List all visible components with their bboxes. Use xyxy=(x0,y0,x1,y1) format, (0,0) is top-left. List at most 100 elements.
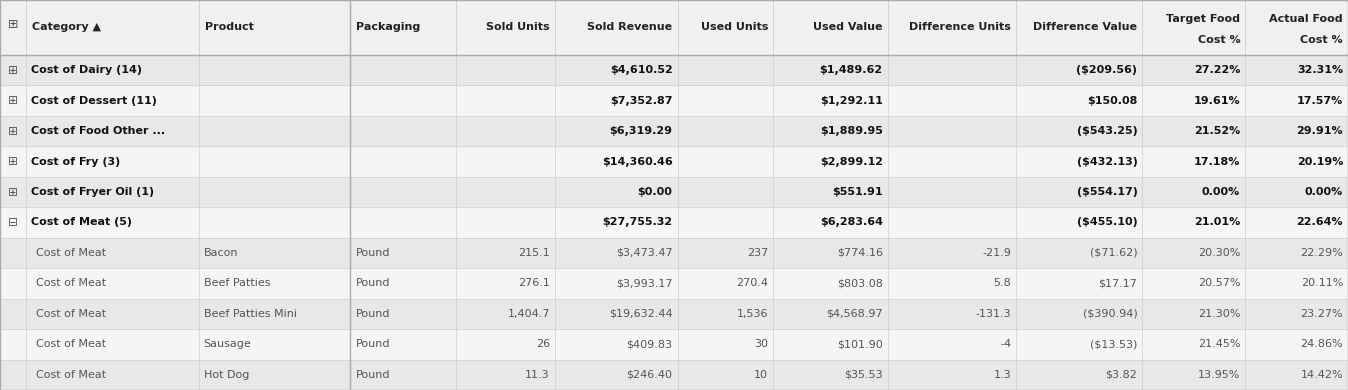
Bar xyxy=(774,207,888,238)
Text: ($554.17): ($554.17) xyxy=(1077,187,1138,197)
Text: 17.57%: 17.57% xyxy=(1297,96,1343,106)
Bar xyxy=(678,207,774,238)
Text: ($71.62): ($71.62) xyxy=(1089,248,1138,258)
Bar xyxy=(555,207,678,238)
Text: 215.1: 215.1 xyxy=(518,248,550,258)
Text: 276.1: 276.1 xyxy=(518,278,550,289)
Text: Product: Product xyxy=(205,23,253,32)
Bar xyxy=(1016,238,1142,268)
Bar xyxy=(350,85,456,116)
Text: Cost of Dessert (11): Cost of Dessert (11) xyxy=(31,96,156,106)
Text: Category ▲: Category ▲ xyxy=(32,23,101,32)
Bar xyxy=(1142,360,1246,390)
Text: $551.91: $551.91 xyxy=(832,187,883,197)
Text: -131.3: -131.3 xyxy=(976,309,1011,319)
Bar xyxy=(198,85,350,116)
Bar xyxy=(26,177,198,207)
Bar xyxy=(888,0,1016,55)
Text: Cost of Meat: Cost of Meat xyxy=(35,278,106,289)
Text: Cost of Dairy (14): Cost of Dairy (14) xyxy=(31,65,142,75)
Bar xyxy=(0,238,26,268)
Bar xyxy=(888,360,1016,390)
Bar xyxy=(774,299,888,329)
Bar xyxy=(1142,268,1246,299)
Bar xyxy=(1142,207,1246,238)
Bar xyxy=(0,299,26,329)
Bar xyxy=(0,116,26,146)
Bar xyxy=(678,177,774,207)
Text: Pound: Pound xyxy=(356,370,390,380)
Text: $17.17: $17.17 xyxy=(1099,278,1138,289)
Bar xyxy=(1016,268,1142,299)
Text: ($390.94): ($390.94) xyxy=(1082,309,1138,319)
Bar xyxy=(456,238,555,268)
Text: 24.86%: 24.86% xyxy=(1301,339,1343,349)
Text: Actual Food: Actual Food xyxy=(1270,14,1343,24)
Text: $246.40: $246.40 xyxy=(627,370,673,380)
Bar xyxy=(678,146,774,177)
Bar xyxy=(26,116,198,146)
Bar xyxy=(26,146,198,177)
Text: 27.22%: 27.22% xyxy=(1194,65,1240,75)
Bar xyxy=(0,329,26,360)
Bar xyxy=(198,177,350,207)
Bar xyxy=(1016,55,1142,85)
Text: $6,319.29: $6,319.29 xyxy=(609,126,673,136)
Bar xyxy=(555,116,678,146)
Bar xyxy=(1246,116,1348,146)
Text: 22.64%: 22.64% xyxy=(1297,218,1343,227)
Text: Used Value: Used Value xyxy=(813,23,883,32)
Bar xyxy=(1016,360,1142,390)
Text: ⊞: ⊞ xyxy=(8,18,18,31)
Bar xyxy=(0,268,26,299)
Bar xyxy=(774,177,888,207)
Text: 14.42%: 14.42% xyxy=(1301,370,1343,380)
Text: $101.90: $101.90 xyxy=(837,339,883,349)
Text: 1.3: 1.3 xyxy=(993,370,1011,380)
Bar xyxy=(1246,85,1348,116)
Text: Cost of Meat (5): Cost of Meat (5) xyxy=(31,218,132,227)
Text: $3,473.47: $3,473.47 xyxy=(616,248,673,258)
Bar xyxy=(1246,329,1348,360)
Text: Sold Units: Sold Units xyxy=(487,23,550,32)
Bar xyxy=(350,360,456,390)
Bar xyxy=(0,0,26,55)
Bar xyxy=(888,85,1016,116)
Bar xyxy=(350,207,456,238)
Text: Sold Revenue: Sold Revenue xyxy=(588,23,673,32)
Text: -4: -4 xyxy=(1000,339,1011,349)
Text: Sausage: Sausage xyxy=(204,339,251,349)
Text: 21.45%: 21.45% xyxy=(1198,339,1240,349)
Bar xyxy=(26,0,198,55)
Text: 32.31%: 32.31% xyxy=(1297,65,1343,75)
Text: 26: 26 xyxy=(535,339,550,349)
Bar xyxy=(350,55,456,85)
Bar xyxy=(0,55,26,85)
Text: Cost of Meat: Cost of Meat xyxy=(35,248,106,258)
Bar xyxy=(1246,0,1348,55)
Bar xyxy=(1016,146,1142,177)
Bar xyxy=(456,146,555,177)
Bar xyxy=(678,238,774,268)
Text: Bacon: Bacon xyxy=(204,248,239,258)
Bar xyxy=(350,116,456,146)
Text: ($13.53): ($13.53) xyxy=(1091,339,1138,349)
Text: ⊞: ⊞ xyxy=(8,64,18,77)
Bar xyxy=(1016,329,1142,360)
Bar xyxy=(198,299,350,329)
Bar xyxy=(555,0,678,55)
Bar xyxy=(888,177,1016,207)
Text: Cost of Meat: Cost of Meat xyxy=(35,370,106,380)
Text: ⊟: ⊟ xyxy=(8,216,18,229)
Bar xyxy=(1142,177,1246,207)
Bar xyxy=(1246,146,1348,177)
Bar xyxy=(198,116,350,146)
Text: $150.08: $150.08 xyxy=(1086,96,1138,106)
Text: Cost %: Cost % xyxy=(1197,35,1240,44)
Bar xyxy=(198,55,350,85)
Text: Hot Dog: Hot Dog xyxy=(204,370,249,380)
Text: Cost of Food Other ...: Cost of Food Other ... xyxy=(31,126,164,136)
Text: Cost of Fryer Oil (1): Cost of Fryer Oil (1) xyxy=(31,187,154,197)
Bar xyxy=(888,299,1016,329)
Text: 19.61%: 19.61% xyxy=(1193,96,1240,106)
